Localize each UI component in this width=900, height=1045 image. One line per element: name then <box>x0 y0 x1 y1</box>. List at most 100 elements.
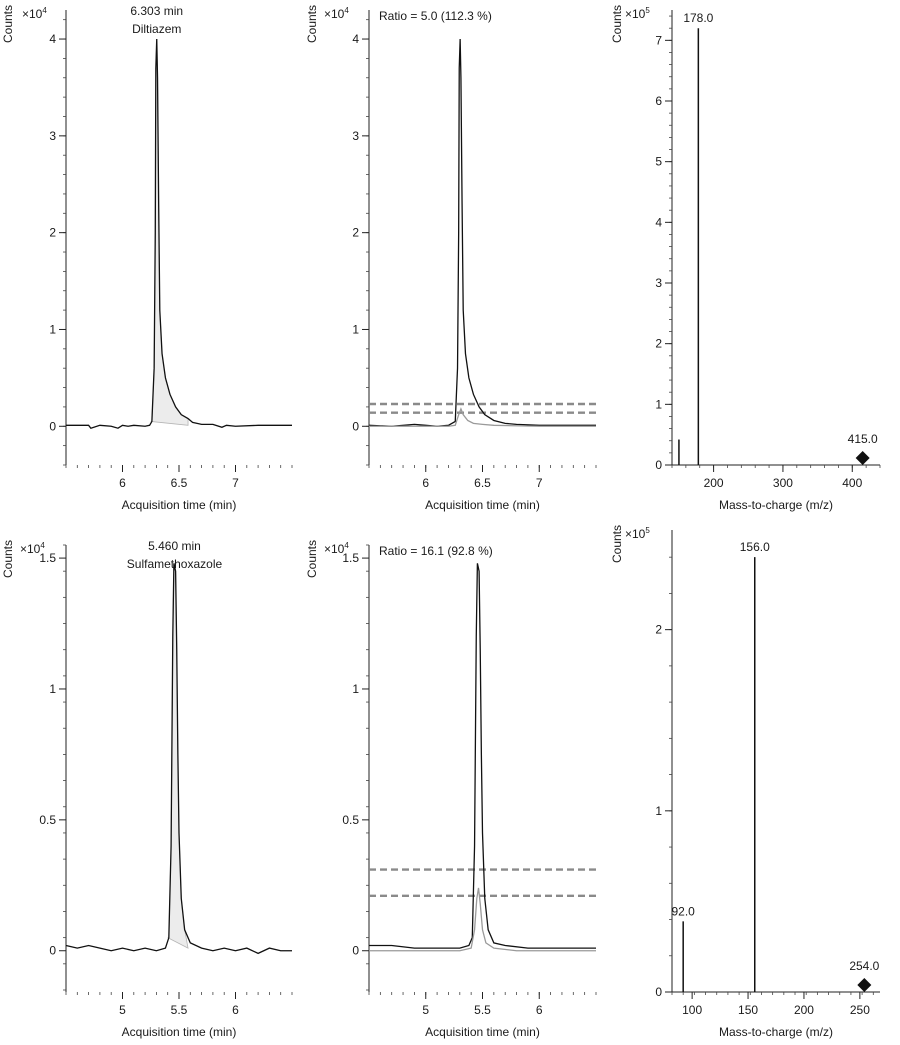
y-tick-label: 7 <box>655 33 662 47</box>
y-tick-label: 0 <box>49 419 56 433</box>
x-tick-label: 6.5 <box>171 476 188 490</box>
multiplier-exponent: 4 <box>40 541 45 550</box>
y-tick-label: 0.5 <box>39 813 56 827</box>
ratio-label: Ratio = 5.0 (112.3 %) <box>379 9 492 23</box>
y-tick-label: 1 <box>655 397 662 411</box>
y-tick-label: 1 <box>352 682 359 696</box>
precursor-marker <box>857 978 872 992</box>
y-tick-label: 2 <box>352 226 359 240</box>
compound-label: Diltiazem <box>132 22 181 36</box>
x-axis-title: Mass-to-charge (m/z) <box>719 498 833 512</box>
y-tick-label: 1 <box>49 682 56 696</box>
axis-multiplier: ×105 <box>625 526 650 541</box>
multiplier-exponent: 5 <box>645 6 650 15</box>
panel-diltiazem-spectrum: 0 1 2 3 4 5 6 7 200 300 400 Mass-to-charge (m/z) Cou… <box>610 5 881 512</box>
y-tick-label: 0 <box>352 944 359 958</box>
x-tick-label: 100 <box>682 1003 702 1017</box>
multiplier-exponent: 4 <box>42 6 47 15</box>
y-axis-title: Counts <box>1 540 15 578</box>
axis-multiplier: ×104 <box>324 6 349 21</box>
y-axis-title: Counts <box>305 5 319 43</box>
y-axis-title: Counts <box>610 525 624 563</box>
x-tick-label: 7 <box>536 476 543 490</box>
panel-sulfamethoxazole-qualifier: 0 0.5 1 1.5 5 5.5 6 Acquisition time (min) Count… <box>305 540 597 1039</box>
y-tick-label: 6 <box>655 94 662 108</box>
x-tick-label: 200 <box>794 1003 814 1017</box>
multiplier-base: ×10 <box>324 542 345 556</box>
quantifier-trace <box>369 563 596 949</box>
y-tick-label: 2 <box>49 226 56 240</box>
x-axis-title: Acquisition time (min) <box>425 498 540 512</box>
y-tick-label: 0 <box>352 419 359 433</box>
y-tick-label: 1 <box>352 322 359 336</box>
multiplier-exponent: 5 <box>645 526 650 535</box>
y-tick-label: 0 <box>655 458 662 472</box>
multiplier-exponent: 4 <box>344 541 349 550</box>
x-tick-label: 5 <box>422 1003 429 1017</box>
ratio-label: Ratio = 16.1 (92.8 %) <box>379 544 493 558</box>
peak-label: 156.0 <box>740 540 770 554</box>
x-axis-title: Acquisition time (min) <box>122 498 237 512</box>
x-tick-label: 6 <box>232 1003 239 1017</box>
multiplier-base: ×10 <box>20 542 41 556</box>
y-axis-title: Counts <box>1 5 15 43</box>
x-tick-label: 250 <box>850 1003 870 1017</box>
peak-label: 178.0 <box>683 11 713 25</box>
x-tick-label: 6.5 <box>474 476 491 490</box>
y-tick-label: 4 <box>352 32 359 46</box>
y-tick-label: 4 <box>655 215 662 229</box>
y-tick-label: 3 <box>655 276 662 290</box>
precursor-marker <box>855 451 870 465</box>
y-tick-label: 0.5 <box>342 813 359 827</box>
panel-sulfamethoxazole-chromatogram: 0 0.5 1 1.5 5 5.5 6 Acquisition time (min) Count… <box>1 539 293 1039</box>
multiplier-base: ×10 <box>625 527 646 541</box>
precursor-label: 254.0 <box>849 959 879 973</box>
y-tick-label: 3 <box>49 129 56 143</box>
axis-multiplier: ×104 <box>20 541 45 556</box>
peak-label: 92.0 <box>672 904 696 918</box>
y-tick-label: 1.5 <box>342 551 359 565</box>
multiplier-base: ×10 <box>324 7 345 21</box>
x-tick-label: 5.5 <box>171 1003 188 1017</box>
y-tick-label: 1 <box>655 804 662 818</box>
panel-diltiazem-chromatogram: 0 1 2 3 4 6 6.5 7 Acquisition time (min) Counts ×1… <box>1 4 293 512</box>
x-tick-label: 5.5 <box>474 1003 491 1017</box>
quantifier-trace <box>65 563 292 955</box>
x-tick-label: 6 <box>536 1003 543 1017</box>
y-axis-title: Counts <box>610 5 624 43</box>
y-tick-label: 2 <box>655 623 662 637</box>
panel-sulfamethoxazole-spectrum: 0 1 2 100 150 200 250 Mass-to-charge (m/z) Count… <box>610 525 880 1039</box>
x-tick-label: 7 <box>232 476 239 490</box>
y-tick-label: 3 <box>352 129 359 143</box>
qualifier-trace <box>369 407 596 427</box>
x-axis-title: Acquisition time (min) <box>122 1025 237 1039</box>
y-tick-label: 1 <box>49 322 56 336</box>
multiplier-base: ×10 <box>625 7 646 21</box>
axis-multiplier: ×105 <box>625 6 650 21</box>
x-tick-label: 6 <box>119 476 126 490</box>
quantifier-trace <box>66 39 292 429</box>
y-axis-title: Counts <box>305 540 319 578</box>
x-tick-label: 400 <box>842 476 862 490</box>
x-axis-title: Mass-to-charge (m/z) <box>719 1025 833 1039</box>
x-tick-label: 5 <box>119 1003 126 1017</box>
x-axis-title: Acquisition time (min) <box>425 1025 540 1039</box>
panel-diltiazem-qualifier: 0 1 2 3 4 6 6.5 7 Acquisition time (min) Counts ×1… <box>305 5 597 512</box>
retention-time-label: 5.460 min <box>148 539 201 553</box>
precursor-label: 415.0 <box>848 432 878 446</box>
x-tick-label: 300 <box>773 476 793 490</box>
x-tick-label: 200 <box>704 476 724 490</box>
x-tick-label: 150 <box>738 1003 758 1017</box>
multiplier-exponent: 4 <box>344 6 349 15</box>
y-tick-label: 0 <box>49 944 56 958</box>
qualifier-trace <box>369 887 596 952</box>
axis-multiplier: ×104 <box>22 6 47 21</box>
axis-multiplier: ×104 <box>324 541 349 556</box>
multiplier-base: ×10 <box>22 7 43 21</box>
retention-time-label: 6.303 min <box>130 4 183 18</box>
y-tick-label: 4 <box>49 32 56 46</box>
quantifier-trace <box>368 39 596 427</box>
x-tick-label: 6 <box>422 476 429 490</box>
